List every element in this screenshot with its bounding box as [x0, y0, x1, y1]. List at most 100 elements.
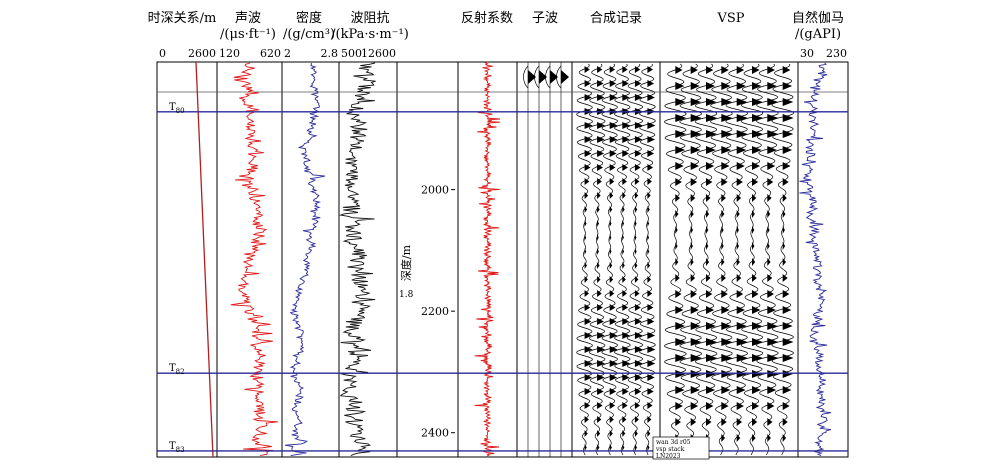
synthetic-peak — [597, 402, 603, 409]
annotation-text: 1.8 — [399, 290, 414, 300]
synthetic-peak — [622, 304, 629, 311]
vsp-peak — [752, 418, 758, 426]
synthetic-peak — [647, 346, 656, 353]
vsp-peak — [736, 338, 748, 346]
vsp-peak — [736, 322, 747, 330]
vsp-peak — [736, 274, 742, 282]
synthetic-peak — [622, 192, 626, 199]
synthetic-peak — [634, 192, 639, 199]
gamma-ray-curve — [799, 62, 832, 457]
synthetic-peak — [647, 374, 655, 381]
synthetic-peak — [634, 416, 639, 423]
vsp-peak — [690, 210, 694, 218]
vsp-peak — [767, 354, 779, 362]
synthetic-peak — [647, 290, 653, 297]
synthetic-peak — [609, 80, 617, 87]
synthetic-peak — [584, 150, 592, 157]
track-title-imp: 波阻抗 — [350, 11, 389, 26]
synthetic-peak — [584, 290, 589, 297]
depth-axis: 2000 2200 2400 深度/m — [399, 184, 455, 440]
track-min-dt: 120 — [219, 47, 240, 60]
vsp-peak — [706, 402, 714, 410]
vsp-peak — [690, 162, 699, 170]
log-curves — [195, 61, 832, 458]
vsp-peak — [690, 370, 702, 378]
vsp-peak — [767, 434, 771, 442]
synthetic-peak — [609, 248, 612, 255]
time-depth-line — [195, 61, 214, 458]
vsp-peak — [767, 98, 778, 106]
synthetic-peak — [584, 94, 592, 101]
vsp-peak — [721, 98, 732, 106]
synthetic-peak — [609, 122, 618, 129]
vsp-peak — [736, 194, 742, 202]
synthetic-peak — [647, 402, 653, 409]
vsp-peak — [736, 370, 747, 378]
track-max-dt: 620 — [260, 47, 281, 60]
vsp-peak — [752, 210, 755, 218]
track-min-gr: 30 — [800, 47, 814, 60]
vsp-peak — [706, 370, 717, 378]
vsp-peak — [736, 98, 748, 106]
synthetic-peak — [609, 318, 617, 325]
synthetic-peak — [647, 206, 650, 213]
track-unit-dt: /(μs·ft⁻¹) — [220, 27, 276, 42]
vsp-trace — [755, 63, 779, 456]
vsp-peak — [675, 418, 681, 426]
vsp-peak — [690, 114, 702, 122]
vsp-peak — [690, 98, 701, 106]
synthetic-peak — [584, 360, 593, 367]
vsp-peak — [736, 306, 745, 314]
vsp-peak — [706, 130, 717, 138]
synthetic-peak — [634, 360, 643, 367]
synthetic-peak — [634, 150, 642, 157]
vsp-peak — [767, 386, 777, 394]
vsp-peak — [767, 338, 779, 346]
synthetic-peak — [647, 220, 650, 227]
vsp-peak — [706, 114, 717, 122]
impedance-curve — [338, 62, 376, 457]
track-max-imp: 12600 — [361, 47, 396, 60]
trace-label-line: wan 3d r05 — [656, 439, 691, 446]
vsp-peak — [736, 258, 740, 266]
synthetic-peak — [597, 346, 606, 353]
synthetic-peak — [597, 192, 601, 199]
synthetic-peak — [609, 388, 617, 395]
synthetic-peak — [647, 192, 651, 199]
depth-tick-label: 2400 — [421, 427, 449, 440]
synthetic-peak — [609, 276, 614, 283]
vsp-peak — [721, 402, 729, 410]
vsp-peak — [782, 114, 794, 122]
vsp-peak — [675, 370, 686, 378]
vsp-peak — [721, 434, 726, 442]
synthetic-peak — [597, 234, 599, 241]
track-min-imp: 500 — [341, 47, 362, 60]
synthetic-peak — [609, 346, 618, 353]
vsp-peak — [752, 306, 761, 314]
synthetic-peak — [609, 178, 615, 185]
synthetic-peak — [622, 262, 625, 269]
vsp-peak — [721, 146, 732, 154]
vsp-peak — [782, 258, 786, 266]
vsp-peak — [690, 274, 696, 282]
vsp-peak — [721, 354, 733, 362]
synthetic-peak — [647, 388, 654, 395]
vsp-peak — [706, 178, 713, 186]
vsp-peak — [736, 114, 748, 122]
synthetic-peak — [622, 318, 630, 325]
vsp-trace — [725, 63, 748, 456]
wavelet-trough — [556, 65, 562, 89]
vsp-peak — [736, 418, 742, 426]
synthetic-peak — [584, 164, 591, 171]
vsp-trace — [710, 63, 733, 456]
synthetic-peak — [647, 416, 652, 423]
vsp-peak — [782, 146, 793, 154]
track-unit-den: /(g/cm³) — [283, 27, 335, 42]
vsp-peak — [721, 306, 730, 314]
vsp-peak — [690, 354, 702, 362]
vsp-peak — [767, 130, 778, 138]
synthetic-peak — [584, 276, 588, 283]
synthetic-peak — [634, 402, 641, 409]
vsp-peak — [721, 242, 724, 250]
